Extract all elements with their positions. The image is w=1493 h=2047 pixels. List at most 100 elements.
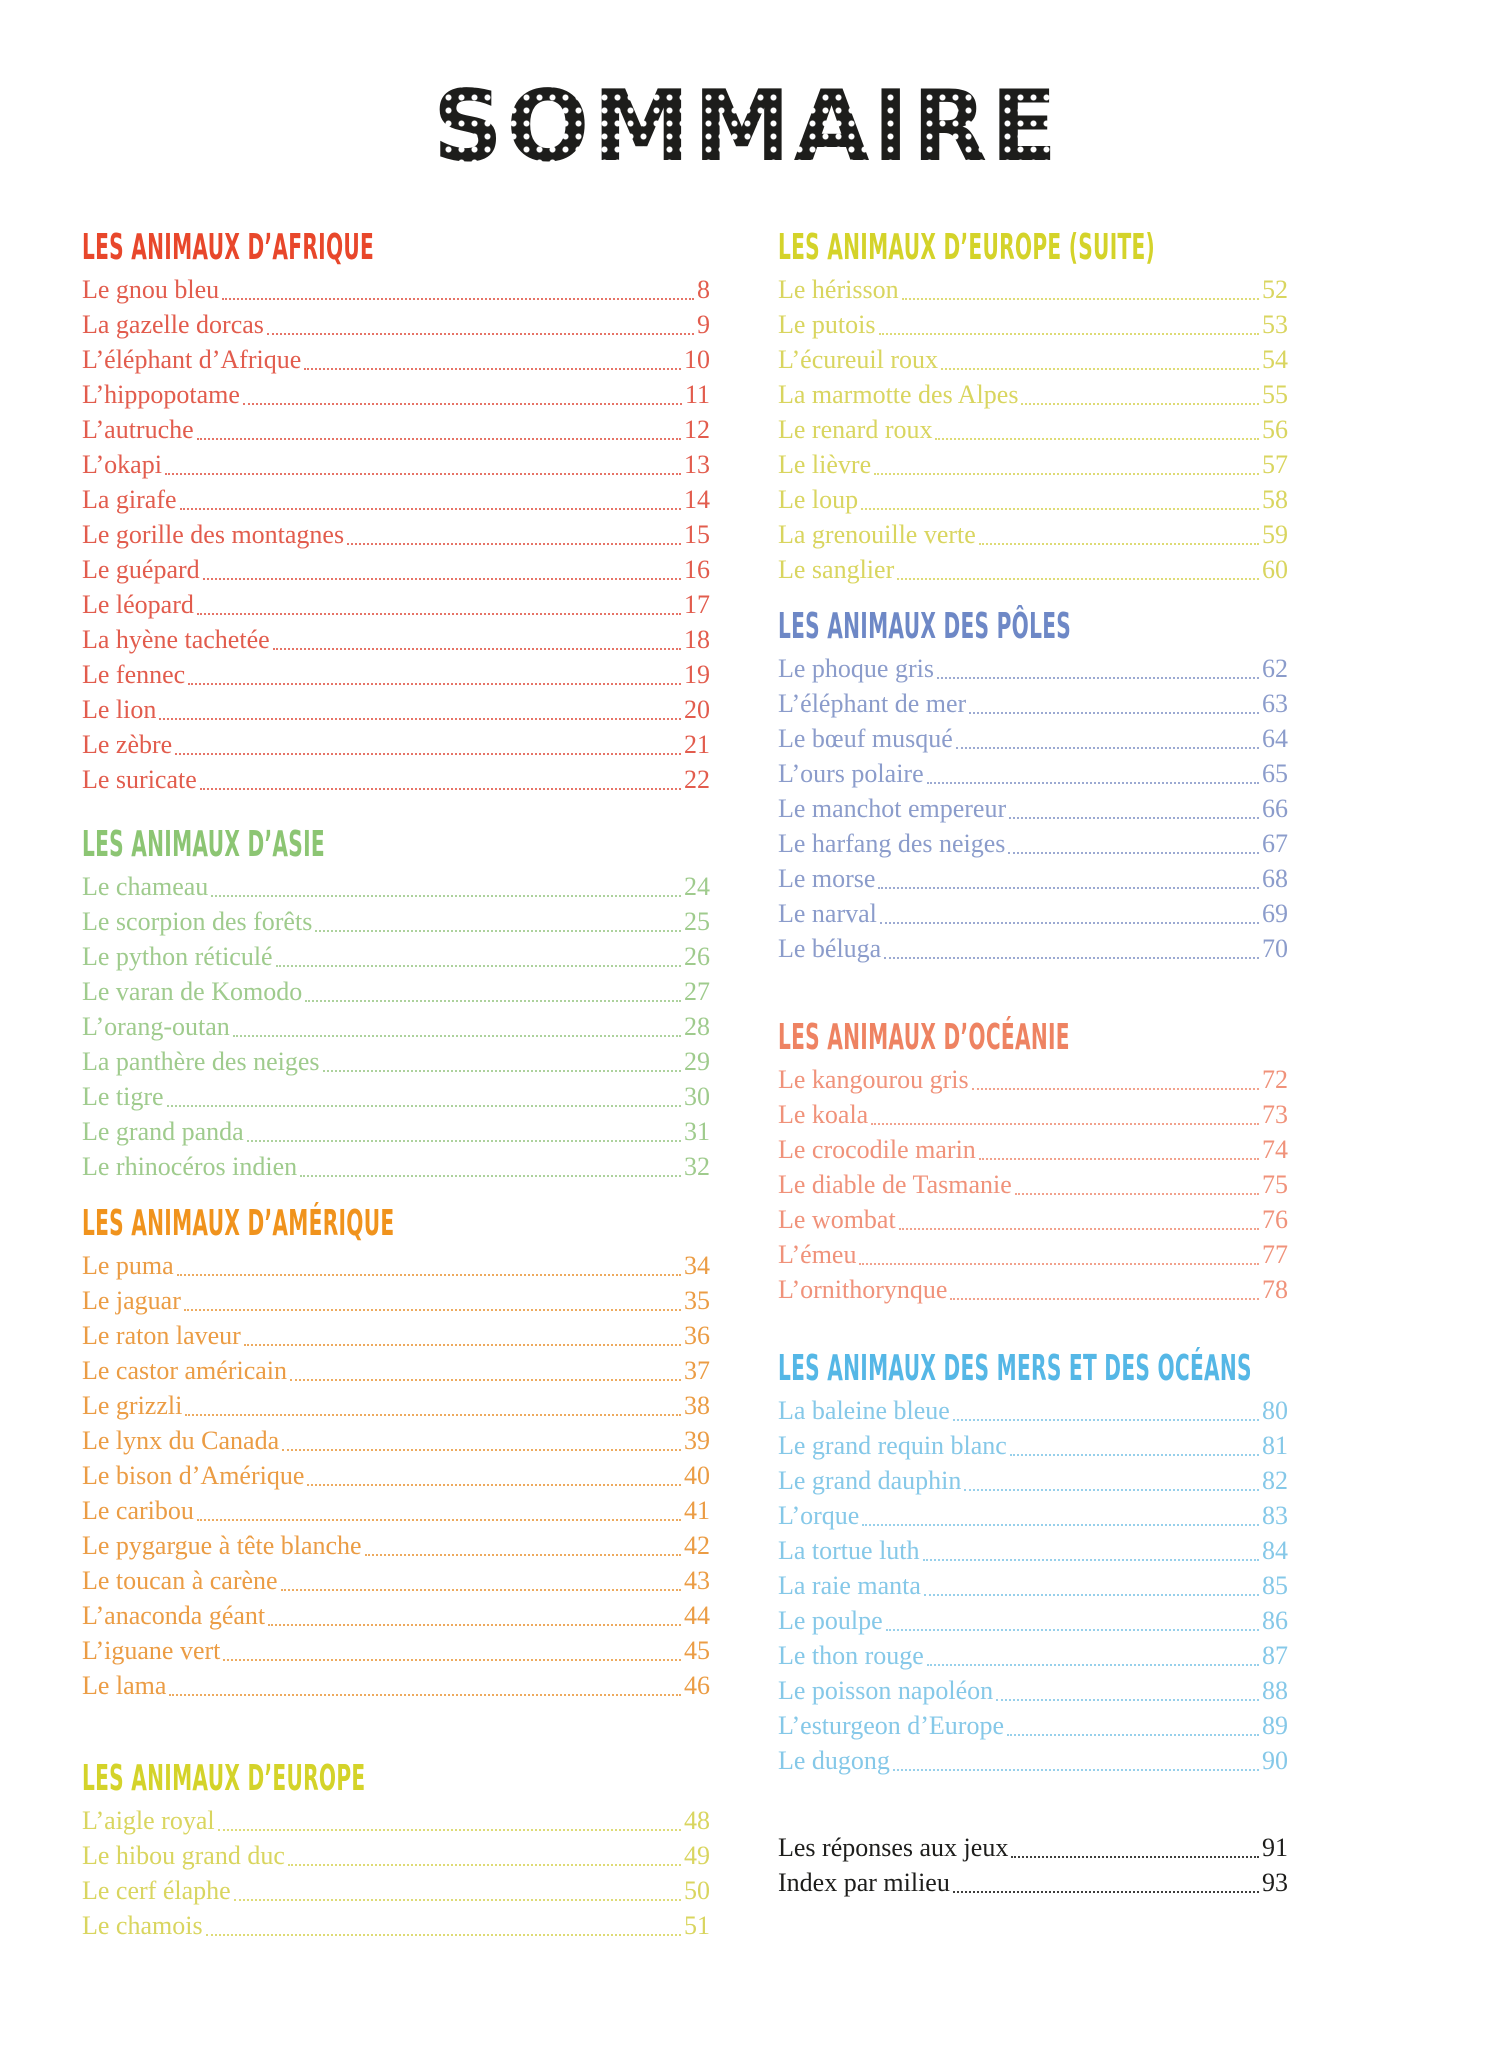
toc-entry: Le hibou grand duc 49: [82, 1838, 710, 1873]
entry-label: La grenouille verte: [778, 520, 976, 549]
entry-label: Le rhinocéros indien: [82, 1152, 298, 1181]
toc-entry: L’iguane vert 45: [82, 1633, 710, 1668]
toc-entry: Le gorille des montagnes 15: [82, 517, 710, 552]
dotted-leader: [897, 552, 1259, 580]
dotted-leader: [1009, 1428, 1259, 1456]
entry-label: L’hippopotame: [82, 380, 240, 409]
toc-entry: Le fennec 19: [82, 657, 710, 692]
dotted-leader: [287, 1838, 681, 1866]
entry-page-number: 80: [1262, 1396, 1288, 1425]
entry-page-number: 9: [697, 310, 710, 339]
entry-page-number: 40: [684, 1461, 710, 1490]
entry-label: Le renard roux: [778, 415, 933, 444]
entry-label: Le lama: [82, 1671, 167, 1700]
entry-label: L’ours polaire: [778, 759, 924, 788]
entry-label: Le castor américain: [82, 1356, 287, 1385]
entry-label: Le sanglier: [778, 555, 895, 584]
entry-page-number: 85: [1262, 1571, 1288, 1600]
entry-page-number: 59: [1262, 520, 1288, 549]
toc-entry: L’écureuil roux 54: [778, 342, 1288, 377]
entry-label: L’autruche: [82, 415, 194, 444]
dotted-leader: [964, 1463, 1259, 1491]
dotted-leader: [315, 904, 681, 932]
toc-entry: L’ornithorynque 78: [778, 1272, 1288, 1307]
dotted-leader: [861, 482, 1259, 510]
dotted-leader: [950, 1272, 1259, 1300]
entry-label: L’émeu: [778, 1240, 857, 1269]
toc-entry: Le renard roux 56: [778, 412, 1288, 447]
entry-label: Index par milieu: [778, 1868, 950, 1897]
toc-entry: Le grand requin blanc 81: [778, 1428, 1288, 1463]
dotted-leader: [874, 447, 1259, 475]
entry-label: La hyène tachetée: [82, 625, 270, 654]
dotted-leader: [1007, 1708, 1259, 1736]
entry-page-number: 81: [1262, 1431, 1288, 1460]
entry-label: Le kangourou gris: [778, 1065, 969, 1094]
dotted-leader: [884, 931, 1259, 959]
toc-entry: Le python réticulé 26: [82, 939, 710, 974]
entry-page-number: 32: [684, 1152, 710, 1181]
dotted-leader: [266, 307, 694, 335]
entry-label: Le raton laveur: [82, 1321, 241, 1350]
entry-label: Le loup: [778, 485, 859, 514]
entry-label: Le fennec: [82, 660, 186, 689]
entry-page-number: 50: [684, 1876, 710, 1905]
entry-page-number: 56: [1262, 415, 1288, 444]
toc-entry: Le castor américain 37: [82, 1353, 710, 1388]
entry-label: L’okapi: [82, 450, 162, 479]
toc-entry: Le scorpion des forêts 25: [82, 904, 710, 939]
toc-entry: Le crocodile marin 74: [778, 1132, 1288, 1167]
dotted-leader: [233, 1873, 681, 1901]
toc-entry: Le phoque gris 62: [778, 651, 1288, 686]
dotted-leader: [978, 1132, 1259, 1160]
section-heading: LES ANIMAUX D’AMÉRIQUE: [82, 1203, 395, 1244]
entry-page-number: 14: [684, 485, 710, 514]
entry-page-number: 54: [1262, 345, 1288, 374]
entry-page-number: 74: [1262, 1135, 1288, 1164]
entry-page-number: 58: [1262, 485, 1288, 514]
entry-page-number: 91: [1262, 1833, 1288, 1862]
dotted-leader: [1011, 1830, 1259, 1858]
toc-entry: Le gnou bleu 8: [82, 272, 710, 307]
entry-page-number: 82: [1262, 1466, 1288, 1495]
toc-entry: Le diable de Tasmanie 75: [778, 1167, 1288, 1202]
toc-entry: Le koala 73: [778, 1097, 1288, 1132]
entry-page-number: 16: [684, 555, 710, 584]
entry-page-number: 42: [684, 1531, 710, 1560]
entry-label: Le caribou: [82, 1496, 194, 1525]
dotted-leader: [282, 1423, 681, 1451]
toc-entry: Le léopard 17: [82, 587, 710, 622]
dotted-leader: [936, 651, 1259, 679]
entry-page-number: 46: [684, 1671, 710, 1700]
toc-entry: Le dugong 90: [778, 1743, 1288, 1778]
toc-entry: Le thon rouge 87: [778, 1638, 1288, 1673]
dotted-leader: [246, 1114, 681, 1142]
dotted-leader: [202, 552, 681, 580]
entry-page-number: 26: [684, 942, 710, 971]
entry-label: Le python réticulé: [82, 942, 273, 971]
toc-entry: L’ours polaire 65: [778, 756, 1288, 791]
toc-entry: Le manchot empereur 66: [778, 791, 1288, 826]
dotted-leader: [272, 622, 681, 650]
section-heading: LES ANIMAUX D’EUROPE (SUITE): [778, 227, 1156, 268]
entry-page-number: 20: [684, 695, 710, 724]
dotted-leader: [878, 861, 1259, 889]
toc-entry: La tortue luth 84: [778, 1533, 1288, 1568]
entry-label: L’esturgeon d’Europe: [778, 1711, 1005, 1740]
dotted-leader: [871, 1097, 1259, 1125]
toc-entry: Le grand dauphin 82: [778, 1463, 1288, 1498]
entry-page-number: 57: [1262, 450, 1288, 479]
dotted-leader: [179, 482, 681, 510]
entry-label: Le grizzli: [82, 1391, 183, 1420]
entry-page-number: 83: [1262, 1501, 1288, 1530]
dotted-leader: [926, 1638, 1259, 1666]
toc-entry: Index par milieu 93: [778, 1865, 1288, 1900]
dotted-leader: [996, 1673, 1259, 1701]
entry-label: L’iguane vert: [82, 1636, 221, 1665]
entry-page-number: 69: [1262, 899, 1288, 928]
toc-entry: Le lièvre 57: [778, 447, 1288, 482]
entry-label: Le béluga: [778, 934, 882, 963]
entry-label: Le harfang des neiges: [778, 829, 1006, 858]
entry-page-number: 53: [1262, 310, 1288, 339]
toc-column-left: LES ANIMAUX D’AFRIQUE Le gnou bleu 8 La gaz…: [82, 230, 710, 1943]
